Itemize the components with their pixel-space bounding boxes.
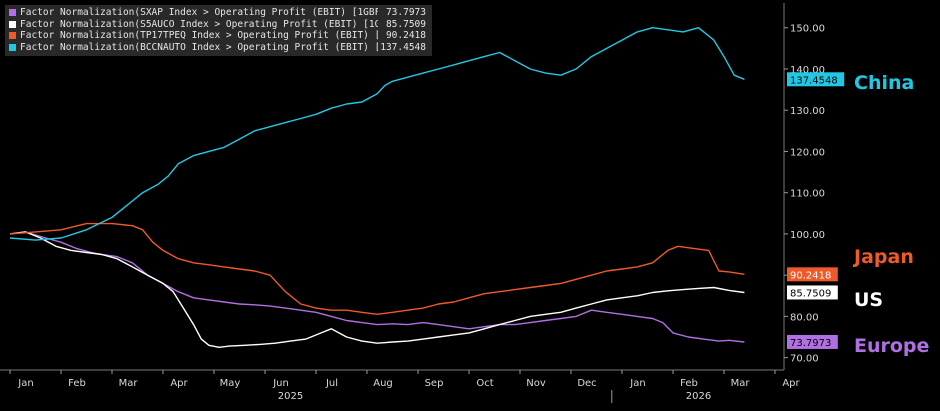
x-tick-label: Dec: [577, 378, 596, 389]
legend-swatch: [9, 9, 16, 17]
legend-series-name: Factor Normalization(TP17TPEQ Index > Op…: [20, 30, 378, 41]
x-tick-label: Aug: [373, 378, 393, 389]
legend-swatch: [9, 20, 16, 28]
legend-entry: Factor Normalization(BCCNAUTO Index > Op…: [9, 42, 426, 54]
legend-entry: Factor Normalization(SXAP Index > Operat…: [9, 7, 426, 19]
series-line-china: [9, 27, 745, 241]
x-tick-label: Mar: [731, 378, 751, 389]
x-tick-label: Jun: [272, 378, 289, 389]
legend-series-name: Factor Normalization(S5AUCO Index > Oper…: [20, 18, 378, 30]
year-label: 2025: [278, 391, 303, 402]
y-tick-label: 150.00: [790, 24, 825, 35]
x-tick-label: May: [220, 378, 241, 389]
last-value-tag-us: [787, 285, 838, 300]
legend-last-value: 137.4548: [380, 41, 426, 53]
y-tick-label: 80.00: [790, 312, 819, 323]
legend-swatch: [9, 32, 16, 40]
x-tick-label: Feb: [68, 378, 86, 389]
last-value-tag-europe: [787, 334, 838, 349]
series-line-us: [9, 231, 745, 348]
last-value-label-china: 137.4548: [790, 75, 838, 86]
legend-series-name: Factor Normalization(BCCNAUTO Index > Op…: [20, 41, 378, 53]
year-label: 2026: [686, 391, 711, 402]
y-tick-label: 130.00: [790, 106, 825, 117]
last-value-label-us: 85.7509: [790, 288, 831, 299]
x-tick-label: Apr: [782, 378, 800, 389]
last-value-tag-japan: [787, 267, 838, 282]
y-tick-label: 120.00: [790, 147, 825, 158]
legend-last-value: 85.7509: [385, 18, 426, 30]
x-tick-label: Sep: [425, 378, 444, 389]
x-tick-label: Apr: [170, 378, 188, 389]
y-tick-label: 100.00: [790, 230, 825, 241]
x-tick-label: Jan: [17, 378, 33, 389]
region-label-us: US: [854, 289, 884, 311]
legend-last-value: 90.2418: [385, 30, 426, 41]
y-tick-label: 110.00: [790, 189, 825, 200]
legend-entry: Factor Normalization(TP17TPEQ Index > Op…: [9, 30, 426, 42]
x-tick-label: Jan: [629, 378, 645, 389]
region-label-japan: Japan: [854, 246, 914, 268]
legend-entry: Factor Normalization(S5AUCO Index > Oper…: [9, 19, 426, 31]
last-value-label-japan: 90.2418: [790, 270, 831, 281]
legend-series-name: Factor Normalization(SXAP Index > Operat…: [20, 7, 378, 18]
x-tick-label: Mar: [119, 378, 139, 389]
legend-last-value: 73.7973: [385, 7, 426, 18]
y-tick-label: 70.00: [790, 354, 819, 365]
series-line-japan: [9, 222, 745, 315]
x-tick-label: Nov: [526, 378, 546, 389]
region-label-europe: Europe: [854, 335, 930, 357]
legend-swatch: [9, 43, 16, 51]
series-line-europe: [9, 231, 745, 343]
last-value-tag-china: [787, 72, 845, 87]
x-tick-label: Oct: [476, 378, 493, 389]
region-label-china: China: [854, 72, 915, 94]
chart-legend: Factor Normalization(SXAP Index > Operat…: [5, 5, 432, 56]
last-value-label-europe: 73.7973: [790, 338, 831, 349]
x-tick-label: Feb: [680, 378, 698, 389]
y-tick-label: 140.00: [790, 65, 825, 76]
x-tick-label: Jul: [325, 378, 338, 389]
